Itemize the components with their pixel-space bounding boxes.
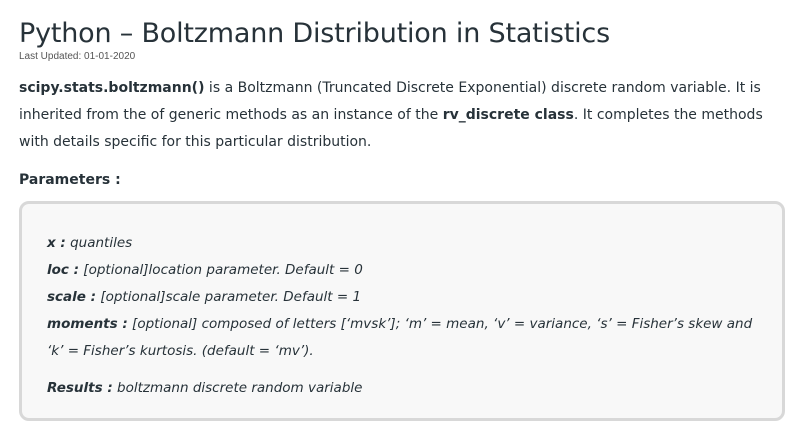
- param-scale: scale : [optional]scale parameter. Defau…: [47, 284, 772, 311]
- param-name: loc :: [47, 262, 80, 278]
- parameters-box: x : quantiles loc : [optional]location p…: [19, 201, 785, 421]
- param-desc: [optional] composed of letters [‘mvsk’];…: [47, 316, 753, 359]
- intro-paragraph: scipy.stats.boltzmann() is a Boltzmann (…: [19, 75, 779, 156]
- param-name: moments :: [47, 316, 128, 332]
- results-line: Results : boltzmann discrete random vari…: [47, 375, 772, 402]
- intro-text-2: . It completes the methods with details …: [19, 107, 763, 150]
- parameters-list: x : quantiles loc : [optional]location p…: [47, 230, 772, 402]
- function-name: scipy.stats.boltzmann(): [19, 80, 205, 96]
- param-desc: quantiles: [65, 235, 133, 251]
- param-moments: moments : [optional] composed of letters…: [47, 311, 772, 365]
- param-desc: [optional]scale parameter. Default = 1: [96, 289, 362, 305]
- param-loc: loc : [optional]location parameter. Defa…: [47, 257, 772, 284]
- param-x: x : quantiles: [47, 230, 772, 257]
- parameters-heading: Parameters :: [19, 172, 121, 188]
- param-desc: [optional]location parameter. Default = …: [79, 262, 363, 278]
- intro-text-1: is a Boltzmann (Truncated Discrete Expon…: [19, 80, 761, 123]
- param-name: scale :: [47, 289, 97, 305]
- article: Python – Boltzmann Distribution in Stati…: [19, 0, 789, 421]
- param-name: x :: [47, 235, 66, 251]
- last-updated: Last Updated: 01-01-2020: [19, 51, 136, 62]
- results-label: Results :: [47, 380, 113, 396]
- results-desc: boltzmann discrete random variable: [112, 380, 363, 396]
- class-name: rv_discrete class: [442, 107, 574, 123]
- page-title: Python – Boltzmann Distribution in Stati…: [19, 18, 610, 49]
